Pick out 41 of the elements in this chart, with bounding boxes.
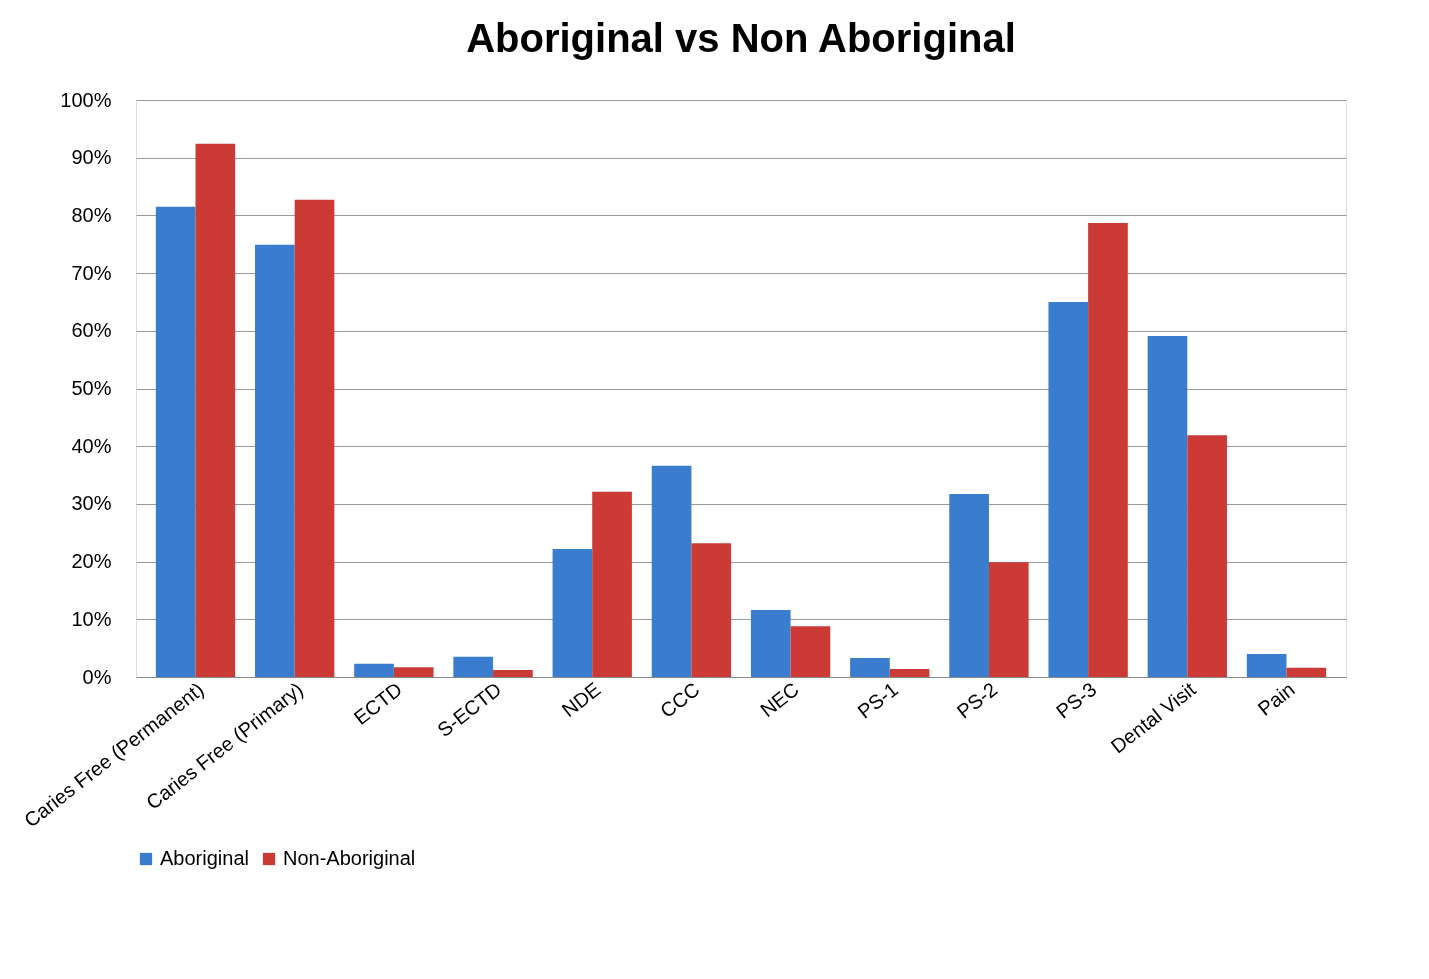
- bar: [493, 670, 533, 677]
- y-tick-label: 20%: [71, 550, 112, 573]
- bar: [453, 656, 494, 677]
- y-tick-label: 70%: [71, 261, 112, 284]
- bar: [1187, 435, 1227, 677]
- bar: [691, 543, 732, 677]
- legend-label: Aboriginal: [160, 847, 249, 869]
- legend-label: Non-Aboriginal: [283, 847, 416, 869]
- bar: [1147, 335, 1188, 677]
- bar: [949, 494, 989, 677]
- bar: [651, 465, 692, 677]
- bar: [1246, 653, 1287, 677]
- bar: [155, 206, 196, 677]
- y-tick-label: 90%: [71, 146, 112, 169]
- x-tick-label: Pain: [1253, 677, 1299, 720]
- bar: [354, 663, 394, 677]
- y-tick-label: 50%: [71, 377, 112, 399]
- bar: [294, 199, 335, 677]
- y-tick-label: 10%: [71, 607, 112, 630]
- bar: [552, 548, 593, 677]
- y-tick-label: 100%: [60, 88, 112, 111]
- bar: [790, 626, 831, 677]
- bar: [1088, 222, 1128, 677]
- x-tick-label: NEC: [756, 677, 803, 722]
- bar: [592, 491, 632, 677]
- bar: [1286, 667, 1327, 677]
- bar: [255, 244, 295, 677]
- y-tick-label: 30%: [71, 492, 112, 515]
- bar: [750, 610, 791, 677]
- x-tick-label: CCC: [656, 677, 704, 722]
- y-tick-label: 40%: [71, 434, 112, 457]
- y-tick-label: 0%: [82, 665, 112, 688]
- bar: [195, 143, 236, 677]
- y-tick-label: 60%: [71, 319, 112, 342]
- bar: [889, 668, 930, 677]
- bar: [1048, 301, 1089, 677]
- bar: [393, 667, 434, 677]
- bar: [850, 657, 890, 677]
- bar: [988, 562, 1029, 677]
- y-tick-label: 80%: [71, 203, 112, 226]
- chart-title: Aboriginal vs Non Aboriginal: [466, 16, 1016, 60]
